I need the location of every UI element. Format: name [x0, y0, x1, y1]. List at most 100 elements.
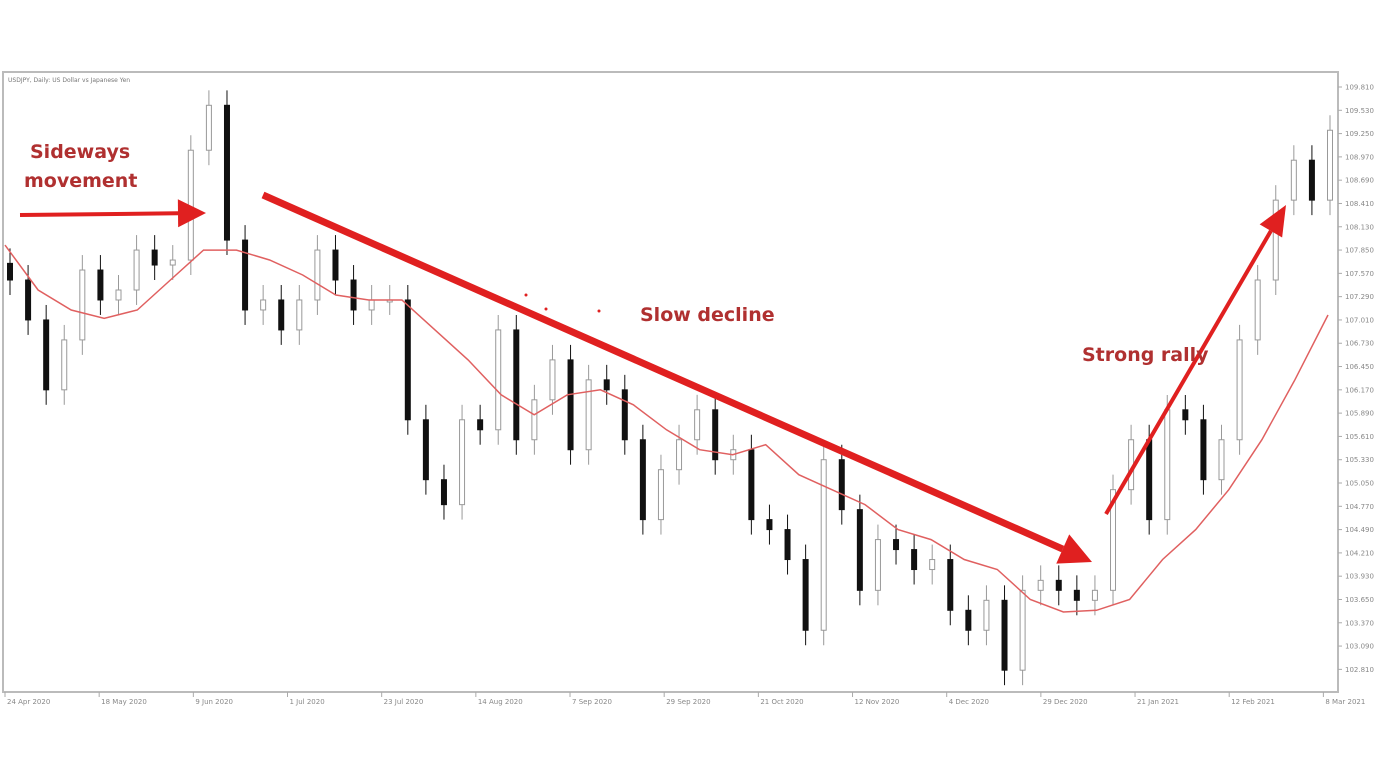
- marker-dot: [544, 307, 548, 311]
- candle-body-down: [766, 519, 773, 531]
- candle: [657, 454, 664, 535]
- x-tick-label: 8 Mar 2021: [1325, 698, 1365, 706]
- candle-body-up: [79, 269, 86, 341]
- candle-body-up: [133, 249, 140, 291]
- candle: [278, 285, 285, 345]
- candle: [422, 404, 429, 495]
- candle: [1091, 575, 1098, 616]
- y-tick-label: 105.330: [1345, 456, 1374, 464]
- y-tick-label: 105.050: [1345, 480, 1374, 488]
- candle: [440, 464, 447, 520]
- candle-body-up: [314, 249, 321, 301]
- candle-body-down: [1308, 159, 1315, 201]
- candle: [1218, 424, 1225, 495]
- candle: [133, 235, 140, 305]
- candle: [531, 384, 538, 455]
- x-tick-label: 23 Jul 2020: [384, 698, 424, 706]
- y-tick-label: 108.970: [1345, 153, 1374, 161]
- y-tick-label: 106.730: [1345, 340, 1374, 348]
- x-tick-label: 14 Aug 2020: [478, 698, 523, 706]
- y-tick-label: 107.290: [1345, 293, 1374, 301]
- y-tick-label: 108.410: [1345, 200, 1374, 208]
- candle: [1037, 565, 1044, 606]
- candle: [603, 364, 610, 405]
- candle: [893, 524, 900, 565]
- y-tick-label: 104.490: [1345, 526, 1374, 534]
- candle-body-up: [205, 104, 212, 151]
- annotation-sideways-line1: Sideways: [30, 141, 130, 163]
- candle-body-up: [1290, 159, 1297, 201]
- candle: [856, 494, 863, 606]
- candle-body-down: [7, 262, 13, 281]
- y-tick-label: 106.170: [1345, 386, 1374, 394]
- candle: [115, 275, 122, 315]
- candle-body-up: [495, 329, 502, 431]
- candle-body-down: [1182, 409, 1189, 421]
- candle-body-down: [1200, 419, 1207, 481]
- candle-body-up: [531, 399, 538, 441]
- y-tick-label: 107.570: [1345, 270, 1374, 278]
- candle: [694, 394, 701, 455]
- candle: [350, 265, 357, 325]
- candle-body-down: [350, 279, 357, 311]
- x-tick-label: 9 Jun 2020: [195, 698, 233, 706]
- candle-body-up: [929, 559, 936, 571]
- candle-body-up: [820, 459, 827, 631]
- candle-body-up: [61, 339, 68, 391]
- marker-dot: [597, 309, 601, 313]
- candle: [802, 544, 809, 646]
- y-tick-label: 107.850: [1345, 247, 1374, 255]
- candle: [567, 344, 574, 465]
- candle: [639, 424, 646, 535]
- candle-body-down: [223, 104, 230, 241]
- x-tick-label: 4 Dec 2020: [949, 698, 989, 706]
- y-tick-label: 105.890: [1345, 410, 1374, 418]
- candle-body-up: [1254, 279, 1261, 341]
- candle-body-down: [603, 379, 610, 391]
- candle: [1073, 575, 1080, 616]
- candle: [766, 504, 773, 545]
- candle-body-up: [983, 599, 990, 631]
- chart-title: USDJPY, Daily: US Dollar vs Japanese Yen: [8, 77, 130, 84]
- candle: [1308, 145, 1315, 216]
- candle-body-up: [657, 469, 664, 521]
- candle-body-down: [477, 419, 484, 431]
- y-tick-label: 104.770: [1345, 503, 1374, 511]
- candle: [513, 314, 520, 455]
- candle: [838, 444, 845, 525]
- x-tick-label: 12 Nov 2020: [855, 698, 900, 706]
- candle-body-up: [549, 359, 556, 401]
- slow-decline-label-bg: [620, 290, 840, 355]
- candle-body-up: [1019, 589, 1026, 671]
- candle-body-down: [784, 529, 791, 561]
- candle: [1290, 145, 1297, 216]
- candle-body-up: [585, 379, 592, 451]
- annotation-sideways-line2: movement: [24, 170, 137, 192]
- candle-body-down: [1055, 579, 1062, 591]
- candle: [1182, 394, 1189, 435]
- candle-body-down: [639, 439, 646, 521]
- y-tick-label: 103.370: [1345, 619, 1374, 627]
- candle-body-down: [422, 419, 429, 481]
- candle-body-down: [151, 249, 158, 266]
- candle: [459, 404, 466, 520]
- y-tick-label: 104.210: [1345, 549, 1374, 557]
- y-tick-label: 108.690: [1345, 177, 1374, 185]
- candle: [151, 235, 158, 281]
- x-tick-label: 24 Apr 2020: [7, 698, 50, 706]
- candle: [712, 394, 719, 475]
- candle: [676, 424, 683, 485]
- candle-body-up: [676, 439, 683, 471]
- candle-body-down: [748, 449, 755, 521]
- candle: [1272, 185, 1279, 295]
- y-tick-label: 105.610: [1345, 433, 1374, 441]
- candle-body-down: [242, 239, 249, 311]
- candle: [205, 90, 212, 166]
- y-tick-label: 109.250: [1345, 130, 1374, 138]
- candle-body-down: [1146, 439, 1153, 521]
- candle-body-down: [838, 459, 845, 511]
- candle: [260, 285, 267, 325]
- candle: [169, 245, 176, 281]
- y-tick-label: 103.650: [1345, 596, 1374, 604]
